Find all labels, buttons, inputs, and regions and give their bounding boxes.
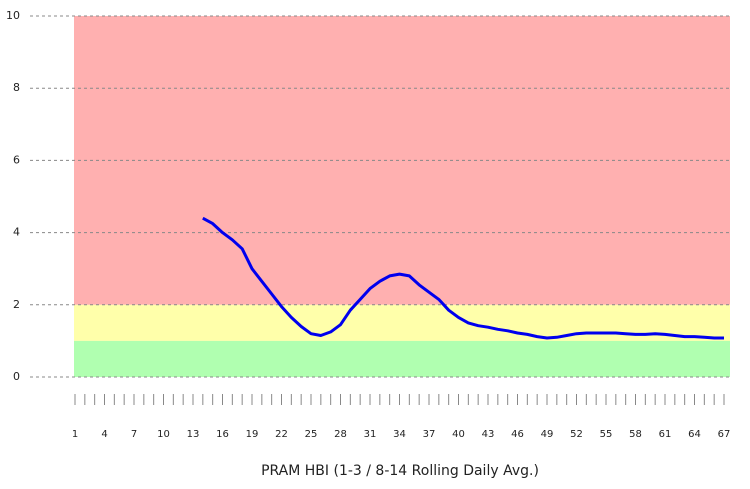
x-tick-label: 13 [187, 429, 200, 440]
x-tick-label: 28 [334, 429, 347, 440]
x-tick-label: 58 [629, 429, 642, 440]
y-tick-label: 2 [13, 298, 20, 311]
y-tick-label: 10 [6, 9, 20, 22]
x-tick-label: 61 [659, 429, 672, 440]
x-tick-label: 43 [482, 429, 495, 440]
x-tick-label: 52 [570, 429, 583, 440]
x-tick-label: 49 [541, 429, 554, 440]
x-tick-label: 67 [718, 429, 731, 440]
zone-band [74, 340, 730, 377]
x-tick-label: 4 [101, 429, 107, 440]
y-tick-label: 6 [13, 153, 20, 166]
x-tick-label: 10 [157, 429, 170, 440]
x-tick-label: 16 [216, 429, 229, 440]
data-line [202, 216, 724, 340]
y-tick-label: 4 [13, 226, 20, 239]
x-tick-label: 55 [600, 429, 613, 440]
x-tick-label: 64 [688, 429, 701, 440]
x-tick-label: 1 [72, 429, 78, 440]
y-tick-label: 0 [13, 370, 20, 383]
x-tick-label: 31 [364, 429, 377, 440]
x-tick-label: 19 [246, 429, 259, 440]
x-tick-label: 34 [393, 429, 406, 440]
x-axis-label: PRAM HBI (1-3 / 8-14 Rolling Daily Avg.) [261, 463, 539, 479]
x-tick-label: 22 [275, 429, 288, 440]
zone-band [74, 304, 730, 341]
x-tick-label: 25 [305, 429, 318, 440]
x-tick-label: 40 [452, 429, 465, 440]
x-tick-label: 7 [131, 429, 137, 440]
x-tick-label: 37 [423, 429, 436, 440]
x-tick-label: 46 [511, 429, 524, 440]
y-tick-label: 8 [13, 81, 20, 94]
